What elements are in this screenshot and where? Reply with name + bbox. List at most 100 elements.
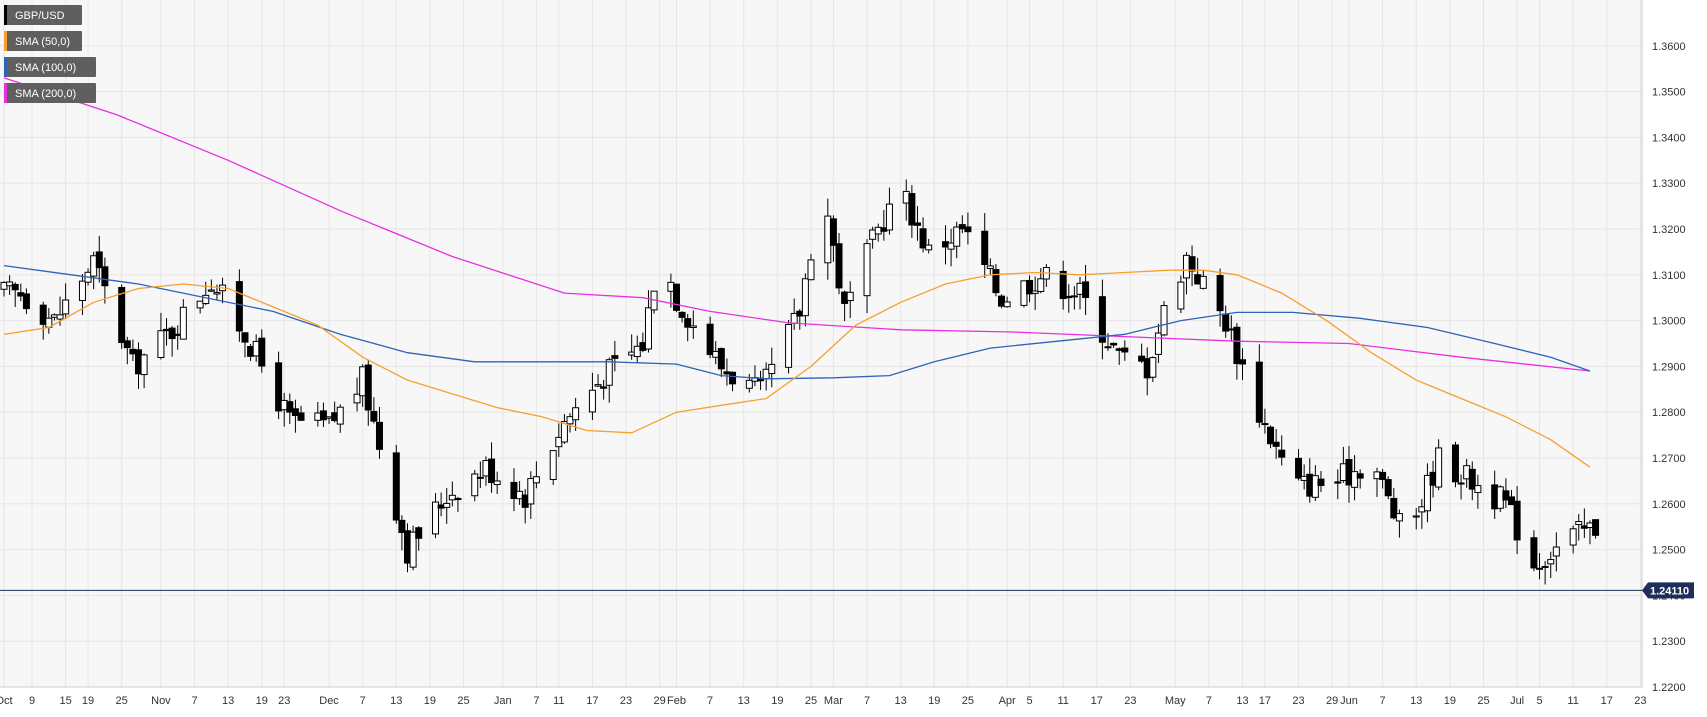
candle-body-up	[527, 478, 535, 505]
candle-body-down	[1267, 426, 1275, 445]
legend-item: GBP/USD	[4, 5, 82, 25]
candle-body-down	[1216, 275, 1224, 312]
legend: GBP/USD SMA (50,0) SMA (100,0) SMA (200,0)	[4, 5, 96, 103]
candle-body-up	[1339, 463, 1347, 482]
candle-body-down	[723, 371, 731, 375]
candle-body-down	[454, 497, 462, 501]
candle-body-down	[168, 327, 176, 340]
legend-swatch	[4, 31, 7, 51]
candle-body-down	[1306, 473, 1314, 497]
candle-body-up	[325, 416, 333, 419]
y-tick-label: 1.2500	[1652, 545, 1686, 557]
candle-body-up	[532, 476, 540, 484]
candle-body-down	[1379, 471, 1387, 481]
legend-label: SMA (100,0)	[15, 62, 76, 74]
x-tick-label: 19	[424, 695, 436, 707]
candle-body-up	[560, 421, 568, 443]
candle-body-up	[712, 350, 720, 358]
candle-body-down	[1530, 537, 1538, 569]
x-tick-label: 11	[1567, 695, 1578, 707]
candle-body-down	[1508, 496, 1516, 506]
candle-body-up	[785, 324, 793, 368]
candle-body-up	[572, 407, 580, 421]
candle-body-up	[1395, 513, 1403, 522]
candle-body-up	[1300, 475, 1308, 481]
candle-body-down	[275, 362, 283, 412]
candle-body-down	[841, 291, 849, 304]
candle-body-down	[1222, 313, 1230, 332]
candle-body-up	[1149, 357, 1157, 378]
sma-200-line	[3, 77, 1591, 372]
candle-body-down	[437, 504, 445, 509]
candle-body-down	[1233, 326, 1241, 365]
candle-body-down	[521, 494, 529, 508]
x-tick-label: 11	[1057, 695, 1068, 707]
x-tick-label: 19	[256, 695, 268, 707]
candle-body-down	[123, 340, 131, 349]
candle-body-down	[639, 342, 647, 351]
x-tick-label: 29	[1326, 695, 1338, 707]
candle-body-up	[471, 473, 479, 497]
candle-body-down	[1451, 444, 1459, 483]
candle-body-up	[1031, 290, 1039, 294]
candle-body-down	[286, 401, 294, 413]
candle-body-down	[235, 281, 243, 332]
candle-body-up	[1020, 280, 1028, 306]
candle-body-down	[39, 304, 47, 325]
x-tick-label: 25	[457, 695, 469, 707]
candle-body-up	[1351, 471, 1359, 488]
candle-body-up	[953, 226, 961, 247]
candle-body-down	[375, 421, 383, 450]
x-tick-label: 13	[1410, 695, 1422, 707]
candle-body-down	[95, 251, 103, 269]
candle-body-up	[1412, 515, 1420, 518]
candle-body-up	[1457, 482, 1465, 485]
current-price-label: 1.24110	[1650, 585, 1689, 597]
candle-body-up	[1547, 559, 1555, 565]
candle-body-down	[1541, 565, 1549, 568]
candle-body-down	[672, 283, 680, 311]
candle-body-up	[6, 281, 14, 287]
candle-body-down	[684, 318, 692, 328]
candle-body-up	[947, 242, 955, 250]
x-tick-label: Apr	[999, 695, 1016, 707]
candle-body-down	[835, 243, 843, 289]
x-tick-label: 13	[222, 695, 234, 707]
y-tick-label: 1.3100	[1652, 270, 1686, 282]
candle-body-up	[50, 314, 58, 318]
candle-body-down	[796, 310, 804, 317]
candle-body-up	[986, 265, 994, 269]
candle-body-down	[415, 527, 423, 539]
candle-body-up	[280, 399, 288, 411]
candle-body-down	[1468, 468, 1476, 490]
candle-body-up	[493, 480, 501, 486]
candle-body-up	[0, 281, 8, 290]
candle-body-down	[919, 228, 927, 249]
candle-body-down	[600, 386, 608, 389]
candle-body-down	[370, 410, 378, 422]
candle-body-down	[908, 193, 916, 226]
candle-body-down	[981, 230, 989, 266]
legend-item-bg	[4, 5, 82, 25]
candle-body-down	[992, 269, 1000, 294]
candle-body-up	[1261, 423, 1269, 426]
candle-body-down	[174, 333, 182, 336]
x-tick-label: 7	[191, 695, 197, 707]
candle-body-up	[62, 299, 70, 315]
candle-body-up	[1463, 465, 1471, 480]
x-tick-label: 7	[864, 695, 870, 707]
candle-body-up	[594, 384, 602, 387]
candle-body-up	[633, 345, 641, 358]
candle-body-up	[801, 278, 809, 317]
x-tick-label: 7	[533, 695, 539, 707]
y-tick-label: 1.2600	[1652, 499, 1686, 511]
candle-body-up	[1311, 475, 1319, 498]
candle-body-up	[588, 389, 596, 413]
candle-body-down	[163, 328, 171, 332]
candle-body-up	[762, 368, 770, 380]
legend-item: SMA (200,0)	[4, 83, 96, 103]
candle-body-up	[1227, 328, 1235, 331]
x-tick-label: 13	[1236, 695, 1248, 707]
candle-body-up	[1076, 282, 1084, 295]
candle-body-up	[644, 307, 652, 350]
